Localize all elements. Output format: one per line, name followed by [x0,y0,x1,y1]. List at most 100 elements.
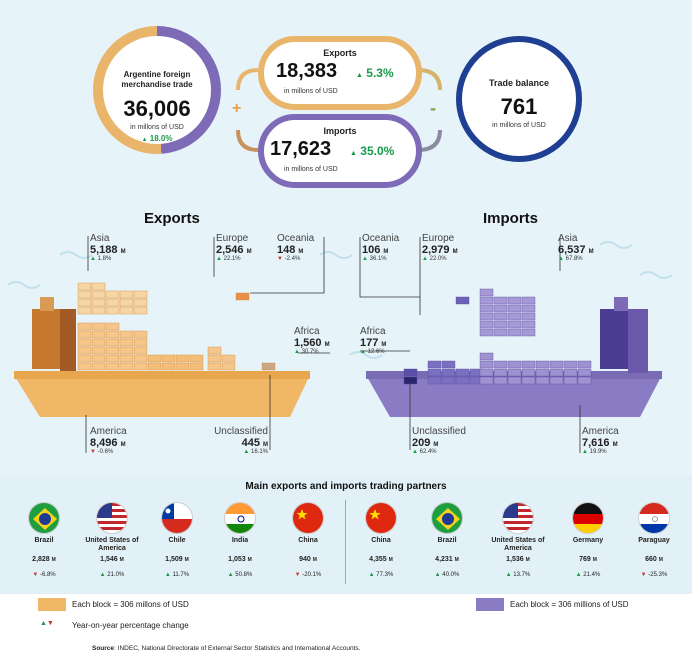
container-block-asia [507,328,522,337]
partner-name: Germany [572,537,604,544]
germany-flag-icon [572,502,604,534]
container-block-asia [119,290,134,299]
partner-value: 4,231 M [435,556,459,563]
container-block-asia [133,290,148,299]
change-legend-icon: ▲▼ [40,620,54,627]
container-block-america [91,354,106,363]
container-block-europe [189,362,204,371]
import-label-europe: Europe 2,979 M ▲ 22.0% [422,233,458,262]
container-block-america [507,360,522,369]
paraguay-flag-icon [638,502,670,534]
trade-balance-value: 761 [500,94,538,119]
container-block-america [119,354,134,363]
container-block-asia [521,312,536,321]
container-block-europe [427,376,442,385]
container-block-america [577,360,592,369]
partner-name: Brazil [34,537,54,544]
total-trade-units: in millons of USD [130,124,184,131]
container-block-america [563,368,578,377]
export-container-blocks [77,282,276,371]
container-block-asia [521,328,536,337]
container-block-asia [119,298,134,307]
container-block-europe [441,376,456,385]
exports-section-title: Exports [144,210,200,227]
container-block-america [133,346,148,355]
trade-balance-units: in millons of USD [492,122,546,129]
container-block-america [91,362,106,371]
china-flag-icon [292,502,324,534]
container-block-asia [493,328,508,337]
container-block-america [507,368,522,377]
up-arrow-icon: ▲ [356,72,363,79]
minus-sign: - [430,98,436,118]
partner-change: ▲ 50.8% [227,572,253,578]
container-block-asia [133,306,148,315]
container-block-america [105,338,120,347]
exports-summary-pill: Exports 18,383 ▲ 5.3% in millons of USD [258,36,422,110]
container-block-africa [221,362,236,371]
partner-name: United States of America [85,537,139,552]
container-block-asia [91,306,106,315]
import-ship [366,297,662,417]
waves [7,241,673,359]
partner-value: 4,355 M [369,556,393,563]
container-block-america [133,354,148,363]
up-arrow-icon: ▲ [141,137,148,143]
container-block-america [479,376,494,385]
container-block-africa [403,368,418,377]
container-block-america [77,354,92,363]
partner-change: ▼ -25.3% [640,572,668,578]
container-block-america [77,362,92,371]
container-block-america [577,376,592,385]
container-block-america [133,330,148,339]
container-block-america [91,330,106,339]
container-block-america [91,322,106,331]
container-block-asia [521,296,536,305]
container-block-america [91,346,106,355]
container-block-america [77,322,92,331]
total-trade-ring: Argentine foreign merchandise trade 36,0… [93,26,221,154]
leader-lines [85,236,581,453]
container-block-america [91,338,106,347]
partner-change: ▲ 13.7% [505,572,531,578]
partner-change: ▼ -6.8% [32,572,56,578]
up-arrow-icon: ▲ [350,150,357,157]
container-block-europe [441,360,456,369]
imports-legend-text: Each block = 306 millions of USD [510,600,629,609]
partner-change: ▲ 11.7% [164,572,190,578]
container-block-asia [105,306,120,315]
container-block-america [549,360,564,369]
partner-value: 1,536 M [506,556,530,563]
partner-change: ▼ -20.1% [294,572,322,578]
container-block-oceania [455,296,470,305]
container-block-africa [207,362,222,371]
container-block-unclassified [261,362,276,371]
container-block-america [119,346,134,355]
usa-flag-icon [96,502,128,534]
partners-background [0,476,692,594]
container-block-asia [77,290,92,299]
container-block-america [493,376,508,385]
container-block-europe [147,362,162,371]
partners-title: Main exports and imports trading partner… [245,481,447,492]
container-block-asia [521,320,536,329]
partner-name: Brazil [437,537,457,544]
partner-name: Paraguay [638,537,670,544]
trade-balance-title: Trade balance [488,78,550,88]
container-block-europe [147,354,162,363]
container-block-asia [119,306,134,315]
container-block-asia [493,304,508,313]
container-block-africa [221,354,236,363]
partner-change: ▲ 77.3% [368,572,394,578]
container-block-europe [455,376,470,385]
imports-section-title: Imports [483,210,539,227]
container-block-america [119,362,134,371]
container-block-america [563,376,578,385]
container-block-asia [507,312,522,321]
exports-summary-units: in millons of USD [284,88,338,95]
container-block-asia [493,296,508,305]
export-label-africa: Africa 1,560 M ▲ 30.7% [294,326,330,355]
partner-value: 660 M [645,556,663,563]
export-label-asia: Asia 5,188 M ▲ 1.8% [90,233,126,262]
container-block-europe [427,368,442,377]
